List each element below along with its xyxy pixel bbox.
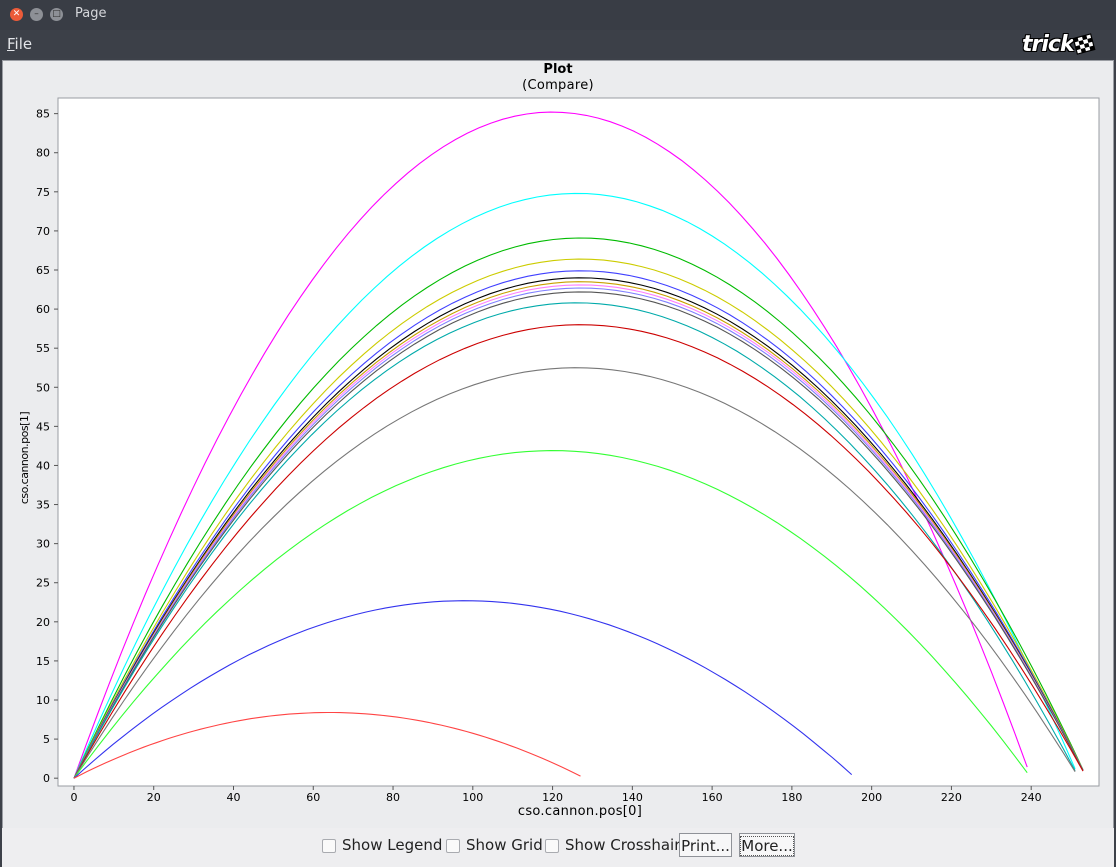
menu-file-mnemonic: F	[7, 35, 15, 53]
y-tick-label: 10	[36, 694, 50, 707]
y-axis-label: cso.cannon.pos[1]	[18, 412, 31, 504]
series-line-4	[73, 258, 1084, 779]
series-line-6	[73, 277, 1084, 779]
series-line-5	[73, 270, 1084, 779]
x-tick-label: 80	[386, 791, 400, 804]
x-tick-label: 100	[462, 791, 483, 804]
y-tick-label: 35	[36, 499, 50, 512]
trick-logo: trick	[1022, 30, 1096, 58]
plot-subtitle: (Compare)	[522, 78, 594, 93]
window-titlebar: ✕ – □ Page	[0, 0, 1116, 30]
plot-area[interactable]	[57, 97, 1100, 787]
menu-bar: File	[0, 30, 1116, 58]
y-tick-label: 55	[36, 342, 50, 355]
series-line-11	[73, 302, 1076, 779]
x-tick-label: 160	[702, 791, 723, 804]
checkered-flag-icon	[1072, 33, 1096, 55]
right-window-edge	[1114, 828, 1116, 867]
print-button[interactable]: Print...	[679, 833, 732, 857]
x-tick-label: 180	[781, 791, 802, 804]
y-tick-label: 80	[36, 147, 50, 160]
y-tick-label: 5	[43, 733, 50, 746]
controls-bar: Show Legend Show Grid Show Crosshair Pri…	[0, 828, 1116, 867]
series-line-8	[73, 284, 1084, 779]
x-tick-label: 40	[226, 791, 240, 804]
x-tick-label: 140	[622, 791, 643, 804]
close-window-button[interactable]: ✕	[10, 8, 23, 21]
y-tick-label: 70	[36, 225, 50, 238]
y-tick-label: 25	[36, 577, 50, 590]
x-tick-label: 120	[542, 791, 563, 804]
x-tick-label: 0	[70, 791, 77, 804]
x-tick-label: 240	[1021, 791, 1042, 804]
series-line-12	[73, 324, 1084, 779]
series-line-16	[73, 711, 581, 779]
y-tick-label: 65	[36, 264, 50, 277]
series-line-1	[73, 111, 1028, 779]
trick-logo-text: trick	[1022, 31, 1075, 57]
y-tick-label: 15	[36, 655, 50, 668]
y-tick-label: 30	[36, 538, 50, 551]
plot-title: Plot	[543, 62, 573, 77]
menu-file-label: ile	[14, 35, 33, 53]
series-line-3	[73, 237, 1084, 779]
series-line-14	[73, 450, 1028, 779]
y-tick-label: 20	[36, 616, 50, 629]
minimize-window-button[interactable]: –	[30, 8, 43, 21]
x-axis: 0 20 40 60 80 100 120 140 160 180 200 220 240	[70, 786, 1042, 804]
window-title: Page	[75, 6, 107, 21]
left-window-edge	[0, 828, 2, 867]
series-group	[73, 111, 1084, 779]
maximize-window-button[interactable]: □	[50, 8, 63, 21]
y-tick-label: 75	[36, 186, 50, 199]
y-tick-label: 45	[36, 420, 50, 433]
show-grid-checkbox[interactable]	[446, 839, 460, 853]
series-line-2	[73, 192, 1076, 779]
y-tick-label: 50	[36, 381, 50, 394]
series-line-13	[73, 367, 1076, 779]
y-tick-label: 0	[43, 772, 50, 785]
series-line-9	[73, 287, 1084, 779]
series-line-15	[73, 600, 853, 779]
show-crosshair-label[interactable]: Show Crosshair	[565, 836, 681, 854]
y-tick-label: 40	[36, 459, 50, 472]
show-grid-label[interactable]: Show Grid	[466, 836, 543, 854]
x-tick-label: 20	[147, 791, 161, 804]
print-button-label: Print...	[681, 837, 730, 855]
x-tick-label: 220	[941, 791, 962, 804]
y-tick-label: 85	[36, 108, 50, 121]
y-axis: 0 5 10 15 20 25 30 35 40 45 50 55 60 65 70 75 80 85	[36, 108, 58, 785]
show-legend-label[interactable]: Show Legend	[342, 836, 443, 854]
show-crosshair-checkbox[interactable]	[545, 839, 559, 853]
x-tick-label: 200	[861, 791, 882, 804]
menu-file[interactable]: File	[7, 35, 32, 53]
series-line-7	[73, 281, 1084, 779]
show-legend-checkbox[interactable]	[322, 839, 336, 853]
more-button-label: More...	[740, 836, 794, 856]
more-button[interactable]: More...	[739, 833, 795, 857]
y-tick-label: 60	[36, 303, 50, 316]
x-axis-label: cso.cannon.pos[0]	[518, 804, 642, 819]
line-chart[interactable]: 0 5 10 15 20 25 30 35 40 45 50 55 60 65 70 75 80 85 0 20 40…	[0, 0, 1116, 828]
x-tick-label: 60	[306, 791, 320, 804]
series-line-10	[73, 291, 1084, 779]
